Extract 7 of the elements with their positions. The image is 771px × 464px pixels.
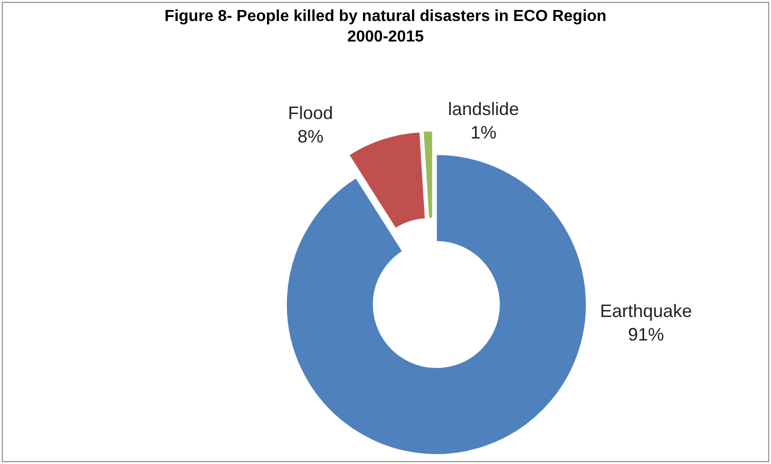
data-label: 1% [470, 122, 497, 142]
data-label: 8% [298, 126, 324, 146]
slice-label: Earthquake [600, 301, 692, 321]
chart-title: Figure 8- People killed by natural disasters in ECO Region 2000-2015 [164, 8, 606, 46]
data-label: 91% [628, 324, 664, 344]
slice-label: Flood [288, 103, 334, 123]
slice-label: landslide [448, 99, 520, 119]
